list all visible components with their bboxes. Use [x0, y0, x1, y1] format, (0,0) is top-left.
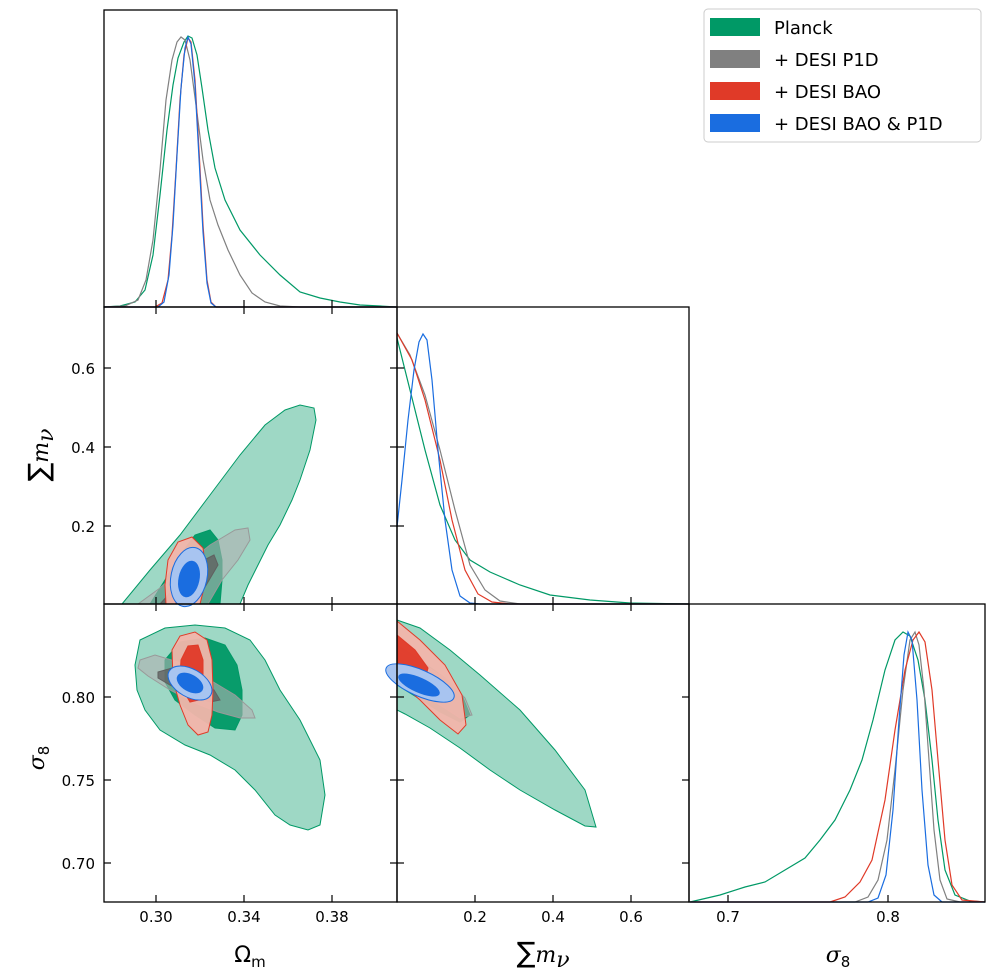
desi-bao-sigma8-curve	[690, 630, 986, 903]
planck-omega-m-curve	[103, 35, 397, 308]
legend-label-desi-p1d: + DESI P1D	[774, 50, 879, 71]
panel-omega-m-vs-sigma-8	[134, 624, 326, 831]
desi-p1d-omega-m-curve	[103, 36, 396, 308]
tick-label-sum-x-02: 0.2	[463, 908, 487, 926]
desi-bao-p1d-contour-68-sum-sigma8	[398, 673, 440, 697]
sigma8-y-subscript: 8	[35, 746, 53, 756]
tick-label-sigma8-y-070: 0.70	[62, 855, 95, 873]
tick-label-omega-m-030: 0.30	[139, 908, 172, 926]
sum-y-body: m	[29, 442, 54, 463]
legend-label-desi-bao: + DESI BAO	[774, 82, 881, 103]
sigma8-y-symbol: σ	[25, 754, 50, 770]
desi-p1d-sum-curve	[396, 332, 689, 605]
x-axis-label-omega-m: Ωm	[234, 943, 265, 971]
omega-m-subscript: m	[251, 953, 266, 971]
tick-label-sum-y-06: 0.6	[71, 360, 95, 378]
panel-sum-m-nu-marginal	[396, 332, 690, 605]
sum-symbol: ∑	[516, 936, 535, 969]
panel-omega-m-vs-sum-m-nu	[120, 404, 317, 608]
tick-label-omega-m-034: 0.34	[227, 908, 260, 926]
legend-entry-desi-bao: + DESI BAO	[710, 82, 881, 103]
planck-sum-curve	[396, 337, 690, 605]
sigma8-symbol: σ	[826, 943, 842, 968]
x-axis-label-sum-m-nu: ∑mν	[516, 936, 569, 973]
omega-m-symbol: Ω	[234, 943, 251, 968]
y-axis-label-sum-m-nu: ∑mν	[22, 428, 59, 481]
desi-bao-p1d-sum-curve	[396, 332, 689, 605]
tick-labels: 0.30 0.34 0.38 0.2 0.4 0.6 0.7 0.8 0.2 0…	[62, 360, 900, 926]
desi-bao-p1d-omega-m-curve	[104, 35, 396, 308]
tick-label-sum-x-06: 0.6	[619, 908, 643, 926]
tick-label-sigma8-y-080: 0.80	[62, 689, 95, 707]
tick-label-sigma8-x-08: 0.8	[876, 908, 900, 926]
sum-body: m	[535, 943, 556, 968]
axis-labels: Ωm ∑mν σ8 ∑mν σ8	[22, 428, 850, 973]
tick-label-sum-x-04: 0.4	[541, 908, 565, 926]
sum-y-symbol: ∑	[22, 463, 55, 482]
tick-label-sigma8-x-07: 0.7	[716, 908, 740, 926]
legend-swatch-planck	[710, 18, 760, 36]
desi-bao-p1d-contour-68-omega-m-sigma8	[176, 672, 204, 694]
desi-p1d-sigma8-curve	[690, 630, 985, 903]
tick-label-sigma8-y-075: 0.75	[62, 772, 95, 790]
desi-bao-sum-curve	[396, 332, 689, 605]
legend-swatch-desi-bao	[710, 82, 760, 100]
frame-omega-m-marginal	[103, 9, 398, 308]
planck-sigma8-curve	[689, 631, 986, 903]
panel-sum-m-nu-vs-sigma-8	[385, 619, 597, 828]
tick-label-sum-y-02: 0.2	[71, 518, 95, 536]
tick-label-omega-m-038: 0.38	[315, 908, 348, 926]
tick-marks	[104, 300, 889, 902]
desi-bao-p1d-contour-68-omega-m-sum	[178, 560, 200, 598]
legend-entry-desi-bao-p1d: + DESI BAO & P1D	[710, 114, 943, 135]
legend-label-desi-bao-p1d: + DESI BAO & P1D	[774, 114, 943, 135]
panel-sigma-8-marginal	[689, 630, 986, 903]
tick-label-sum-y-04: 0.4	[71, 439, 95, 457]
frame-sigma8-marginal	[688, 603, 986, 903]
panel-omega-m-marginal	[103, 35, 397, 308]
sum-subscript: ν	[556, 948, 569, 973]
desi-bao-p1d-sigma8-curve	[690, 630, 985, 903]
legend-swatch-desi-bao-p1d	[710, 114, 760, 132]
legend-entry-planck: Planck	[710, 18, 833, 39]
legend-box	[703, 8, 982, 143]
legend: Planck + DESI P1D + DESI BAO + DESI BAO …	[703, 8, 982, 143]
legend-entry-desi-p1d: + DESI P1D	[710, 50, 879, 71]
legend-swatch-desi-p1d	[710, 50, 760, 68]
panel-frames	[103, 9, 986, 903]
legend-label-planck: Planck	[774, 18, 833, 39]
sum-y-subscript: ν	[34, 428, 59, 441]
x-axis-label-sigma-8: σ8	[826, 943, 851, 971]
y-axis-label-sigma-8: σ8	[25, 746, 53, 771]
sigma8-subscript: 8	[841, 953, 851, 971]
planck-contour-95-omega-m-sum	[120, 404, 317, 605]
